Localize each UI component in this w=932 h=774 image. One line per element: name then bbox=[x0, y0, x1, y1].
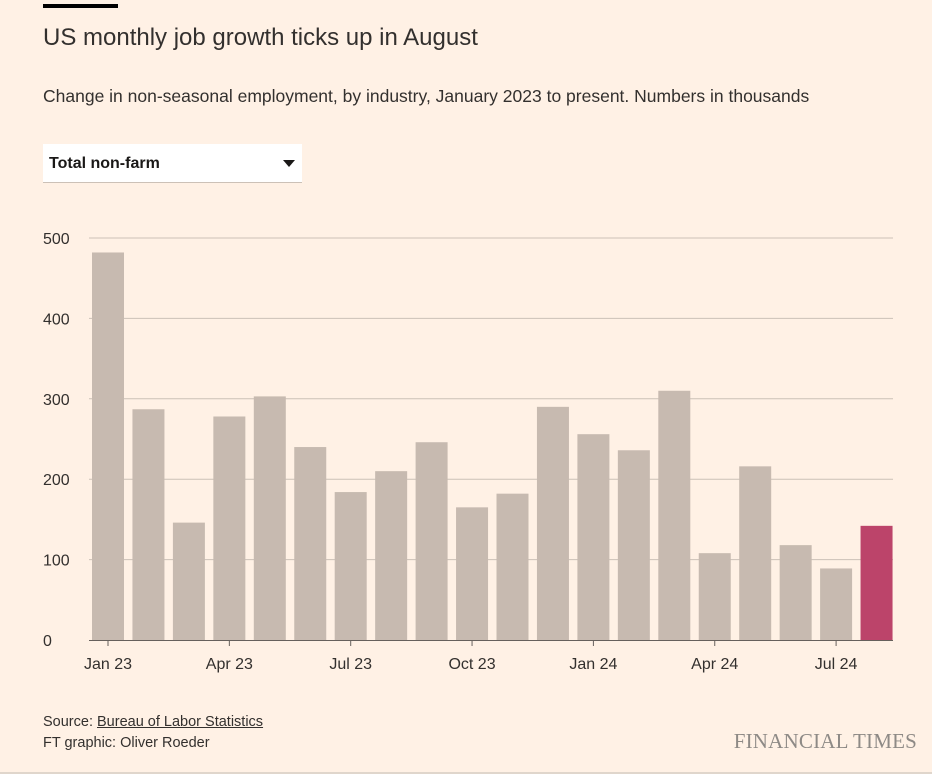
y-tick-label: 500 bbox=[43, 231, 70, 248]
bar-jan-24[interactable]: Jan 24: 256 bbox=[577, 434, 610, 640]
bar-apr-23[interactable]: Apr 23: 278 bbox=[213, 416, 246, 640]
bar-may-23[interactable]: May 23: 303 bbox=[253, 396, 286, 640]
ft-logo: FINANCIAL TIMES bbox=[733, 729, 917, 753]
y-tick-label: 300 bbox=[43, 392, 70, 409]
source-prefix: Source: bbox=[43, 714, 97, 730]
bar-oct-23[interactable]: Oct 23: 165 bbox=[456, 507, 489, 640]
x-tick-label: Jul 24 bbox=[815, 656, 858, 673]
x-tick-label: Jul 23 bbox=[329, 656, 372, 673]
bar-jul-23[interactable]: Jul 23: 184 bbox=[334, 492, 367, 640]
bar-jan-23[interactable]: Jan 23: 482 bbox=[92, 252, 124, 640]
bar-feb-24[interactable]: Feb 24: 236 bbox=[617, 450, 650, 640]
caret-down-icon bbox=[283, 160, 295, 167]
source-line: Source: Bureau of Labor Statistics bbox=[43, 712, 263, 733]
bar-nov-23[interactable]: Nov 23: 182 bbox=[496, 493, 529, 640]
credit-line: FT graphic: Oliver Roeder bbox=[43, 735, 210, 751]
top-rule bbox=[43, 4, 118, 8]
industry-select-value: Total non-farm bbox=[49, 155, 160, 172]
x-tick-label: Oct 23 bbox=[448, 656, 495, 673]
y-tick-label: 100 bbox=[43, 553, 70, 570]
bar-dec-23[interactable]: Dec 23: 290 bbox=[536, 406, 569, 640]
chart-subtitle: Change in non-seasonal employment, by in… bbox=[43, 86, 810, 106]
x-tick-label: Apr 24 bbox=[691, 656, 738, 673]
x-tick-label: Jan 24 bbox=[569, 656, 617, 673]
bar-sep-23[interactable]: Sep 23: 246 bbox=[415, 442, 448, 640]
x-tick-label: Jan 23 bbox=[84, 656, 132, 673]
bar-aug-23[interactable]: Aug 23: 210 bbox=[375, 471, 408, 640]
bar-jun-23[interactable]: Jun 23: 240 bbox=[294, 447, 327, 640]
source-link[interactable]: Bureau of Labor Statistics bbox=[97, 714, 264, 730]
industry-select[interactable]: Total non-farm bbox=[43, 144, 302, 183]
y-axis-labels: 0 100 200 300 400 500 bbox=[43, 231, 70, 650]
bar-aug-24[interactable]: Aug 24: 142 bbox=[860, 525, 893, 640]
bar-mar-23[interactable]: Mar 23: 146 bbox=[172, 522, 205, 640]
bars: Jan 23: 482Feb 23: 287Mar 23: 146Apr 23:… bbox=[92, 252, 893, 640]
y-tick-label: 0 bbox=[43, 633, 52, 650]
bar-jun-24[interactable]: Jun 24: 118 bbox=[779, 545, 812, 640]
bar-apr-24[interactable]: Apr 24: 108 bbox=[698, 553, 731, 640]
y-tick-label: 400 bbox=[43, 311, 70, 328]
bottom-divider bbox=[0, 772, 932, 774]
bar-may-24[interactable]: May 24: 216 bbox=[739, 466, 772, 640]
bar-mar-24[interactable]: Mar 24: 310 bbox=[658, 390, 691, 640]
y-tick-label: 200 bbox=[43, 472, 70, 489]
bar-jul-24[interactable]: Jul 24: 89 bbox=[820, 568, 853, 640]
x-axis: Jan 23 Apr 23 Jul 23 Oct 23 Jan 24 Apr 24 Jul … bbox=[84, 640, 893, 673]
gridlines bbox=[89, 237, 893, 561]
chart-footer: Source: Bureau of Labor Statistics FT gr… bbox=[43, 712, 263, 754]
x-tick-label: Apr 23 bbox=[206, 656, 253, 673]
chart-title: US monthly job growth ticks up in August bbox=[43, 24, 478, 51]
bar-feb-23[interactable]: Feb 23: 287 bbox=[132, 409, 165, 640]
